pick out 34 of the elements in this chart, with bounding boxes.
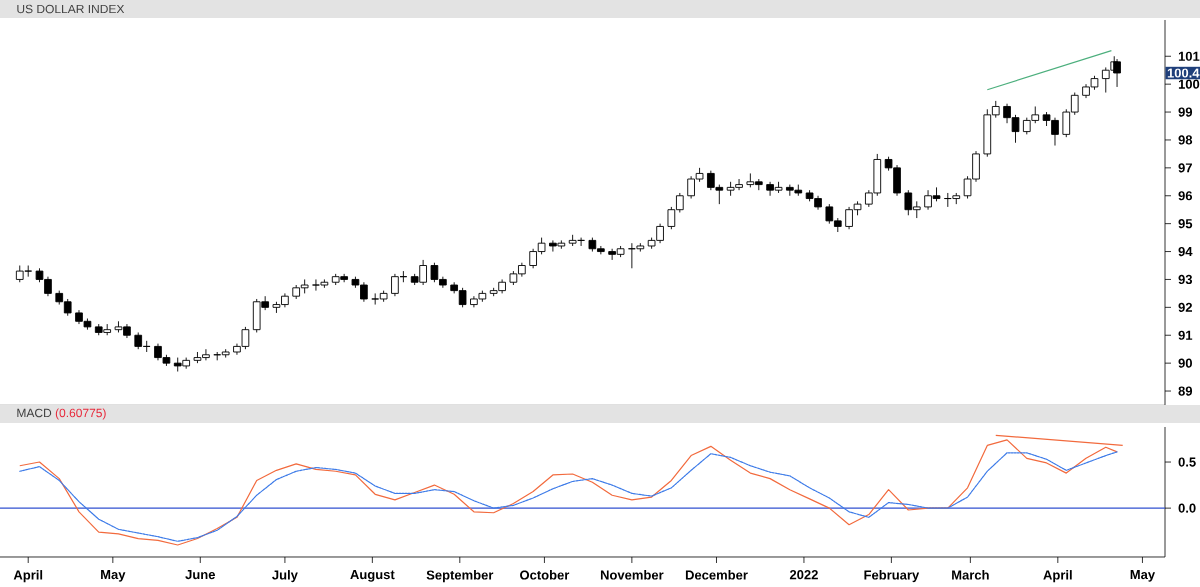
x-tick-label: August bbox=[350, 570, 395, 582]
y-tick-label: 91 bbox=[1178, 330, 1193, 340]
x-tick-label: November bbox=[600, 570, 664, 580]
y-tick-label: 90 bbox=[1178, 358, 1192, 368]
y-tick-label: 0.5 bbox=[1178, 457, 1196, 467]
y-tick-label: 0.0 bbox=[1178, 503, 1196, 513]
y-tick-label: 93 bbox=[1178, 274, 1193, 285]
x-tick-label: October bbox=[520, 570, 570, 580]
x-tick-label: May bbox=[101, 570, 126, 582]
annotation: 100.4 bbox=[1167, 68, 1200, 78]
y-tick-label: 101 bbox=[1178, 51, 1200, 61]
x-tick-label: May bbox=[1130, 570, 1156, 582]
x-tick-label: February bbox=[864, 570, 920, 583]
y-tick-label: 96 bbox=[1178, 191, 1193, 201]
x-tick-label: April bbox=[13, 570, 43, 583]
chart-title: US DOLLAR INDEX bbox=[17, 4, 125, 14]
y-tick-label: 95 bbox=[1178, 219, 1193, 229]
x-tick-label: June bbox=[185, 570, 215, 580]
candlestick bbox=[1113, 58, 1121, 88]
chart-subtitle: (0.60775) bbox=[55, 408, 106, 420]
y-tick-label: 97 bbox=[1178, 163, 1192, 173]
x-tick-label: 2022 bbox=[789, 570, 818, 580]
x-tick-label: April bbox=[1043, 570, 1072, 583]
y-tick-label: 92 bbox=[1178, 302, 1193, 312]
x-tick-label: July bbox=[272, 570, 298, 583]
x-tick-label: September bbox=[426, 570, 494, 583]
y-tick-label: 100 bbox=[1178, 79, 1200, 89]
chart-title: MACD bbox=[17, 408, 52, 418]
y-tick-label: 98 bbox=[1178, 135, 1193, 145]
x-tick-label: December bbox=[685, 570, 748, 580]
y-tick-label: 89 bbox=[1178, 386, 1193, 396]
x-tick-label: March bbox=[952, 570, 989, 580]
y-tick-label: 94 bbox=[1178, 246, 1193, 257]
y-tick-label: 99 bbox=[1178, 107, 1193, 117]
